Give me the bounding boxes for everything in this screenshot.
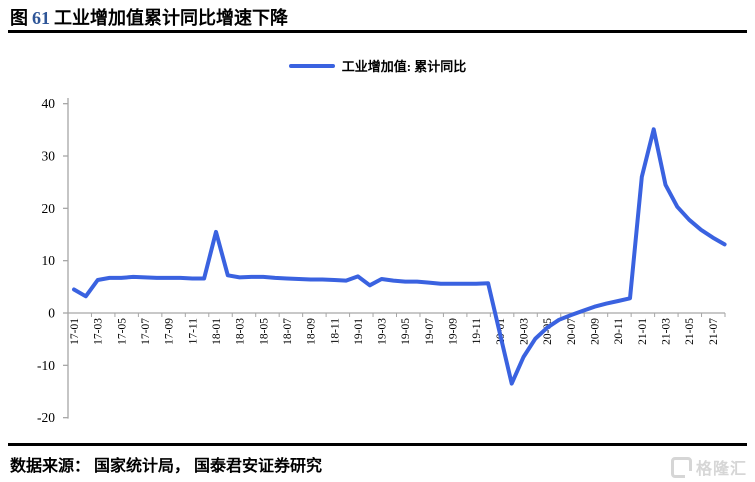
x-tick-label: 18-05 [258,318,270,345]
figure-word: 图 [10,8,28,28]
x-tick-label: 20-09 [590,318,602,345]
x-tick-label: 21-01 [637,318,649,345]
brand-watermark: 格隆汇 [670,455,747,479]
x-tick-label: 21-07 [708,318,720,345]
x-tick-label: 17-09 [164,318,176,345]
x-tick-label: 17-03 [93,318,105,345]
figure-number: 61 [32,8,50,28]
x-tick-label: 18-07 [282,318,294,345]
y-tick-label: -20 [37,410,55,425]
x-tick-label: 20-03 [519,318,531,345]
figure-title: 图 61 工业增加值累计同比增速下降 [10,4,288,30]
x-tick-label: 19-01 [353,318,365,345]
x-tick-label: 20-07 [566,318,578,345]
x-tick-label: 17-05 [116,318,128,345]
y-tick-label: 40 [42,96,56,111]
gelonghui-logo-icon [670,456,692,478]
x-tick-label: 19-09 [448,318,460,345]
legend-line-swatch [288,63,335,68]
title-divider [8,30,747,33]
x-tick-label: 17-07 [140,318,152,345]
y-tick-label: 10 [42,253,56,268]
line-chart: 40 30 20 10 0 -10 -20 17-01 17-03 17-05 17-07 17-09… [37,96,727,425]
watermark-label: 格隆汇 [695,461,747,478]
figure-title-text: 工业增加值累计同比增速下降 [54,8,288,28]
chart-legend: 工业增加值: 累计同比 [0,56,755,75]
x-tick-label: 18-03 [235,318,247,345]
x-tick-label: 19-07 [424,318,436,345]
x-tick-label: 18-11 [329,318,341,345]
x-tick-label: 21-03 [661,318,673,345]
legend-label: 工业增加值: 累计同比 [341,59,467,74]
x-tick-label: 19-11 [471,318,483,345]
series-line [72,127,727,386]
x-tick-label: 18-09 [306,318,318,345]
x-tick-label: 17-11 [187,318,199,345]
y-tick-label: -10 [37,358,55,373]
x-tick-label: 20-11 [613,318,625,345]
y-tick-label: 30 [42,149,56,164]
x-tick-label: 18-01 [211,318,223,345]
x-tick-label: 19-03 [377,318,389,345]
x-tick-label: 19-05 [400,318,412,345]
x-tick-label: 21-05 [684,318,696,345]
y-tick-label: 0 [48,306,55,321]
x-tick-label: 17-01 [69,318,81,345]
data-source-note: 数据来源： 国家统计局， 国泰君安证券研究 [10,458,323,475]
footer-divider [8,443,747,446]
y-tick-label: 20 [42,201,56,216]
